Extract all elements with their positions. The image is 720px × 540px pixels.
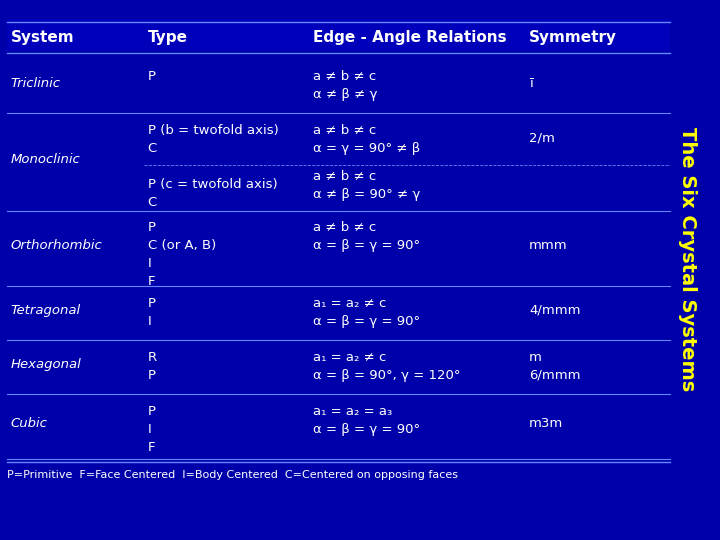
Text: Type: Type	[148, 30, 188, 45]
Text: Hexagonal: Hexagonal	[11, 358, 81, 371]
Text: P=Primitive  F=Face Centered  I=Body Centered  C=Centered on opposing faces: P=Primitive F=Face Centered I=Body Cente…	[7, 470, 458, 480]
Text: a₁ = a₂ ≠ c
α = β = 90°, γ = 120°: a₁ = a₂ ≠ c α = β = 90°, γ = 120°	[313, 351, 461, 382]
Text: Cubic: Cubic	[11, 417, 48, 430]
FancyBboxPatch shape	[7, 19, 670, 51]
Text: System: System	[11, 30, 74, 45]
Text: a₁ = a₂ = a₃
α = β = γ = 90°: a₁ = a₂ = a₃ α = β = γ = 90°	[313, 405, 420, 436]
Text: 2/m: 2/m	[529, 131, 555, 144]
Text: m
6/mmm: m 6/mmm	[529, 351, 581, 382]
Text: P (b = twofold axis)
C

P (c = twofold axis)
C: P (b = twofold axis) C P (c = twofold ax…	[148, 124, 279, 209]
Text: a ≠ b ≠ c
α ≠ β ≠ γ: a ≠ b ≠ c α ≠ β ≠ γ	[313, 70, 378, 101]
Text: Orthorhombic: Orthorhombic	[11, 239, 102, 252]
Text: P
I
F: P I F	[148, 405, 156, 454]
Text: mmm: mmm	[529, 239, 568, 252]
Text: a ≠ b ≠ c
α ≠ β = 90° ≠ γ: a ≠ b ≠ c α ≠ β = 90° ≠ γ	[313, 170, 420, 201]
Text: Symmetry: Symmetry	[529, 30, 617, 45]
Text: Edge - Angle Relations: Edge - Angle Relations	[313, 30, 507, 45]
Text: m3m: m3m	[529, 417, 564, 430]
Text: The Six Crystal Systems: The Six Crystal Systems	[678, 127, 697, 392]
Text: 4/mmm: 4/mmm	[529, 304, 581, 317]
Text: P: P	[148, 70, 156, 83]
Text: a ≠ b ≠ c
α = γ = 90° ≠ β: a ≠ b ≠ c α = γ = 90° ≠ β	[313, 124, 420, 155]
Text: a ≠ b ≠ c
α = β = γ = 90°: a ≠ b ≠ c α = β = γ = 90°	[313, 221, 420, 252]
Text: Monoclinic: Monoclinic	[11, 153, 81, 166]
Text: ī: ī	[529, 77, 533, 90]
Text: a₁ = a₂ ≠ c
α = β = γ = 90°: a₁ = a₂ ≠ c α = β = γ = 90°	[313, 297, 420, 328]
Text: P
C (or A, B)
I
F: P C (or A, B) I F	[148, 221, 216, 288]
Text: P
I: P I	[148, 297, 156, 328]
Text: Tetragonal: Tetragonal	[11, 304, 81, 317]
Text: R
P: R P	[148, 351, 157, 382]
Text: Triclinic: Triclinic	[11, 77, 60, 90]
